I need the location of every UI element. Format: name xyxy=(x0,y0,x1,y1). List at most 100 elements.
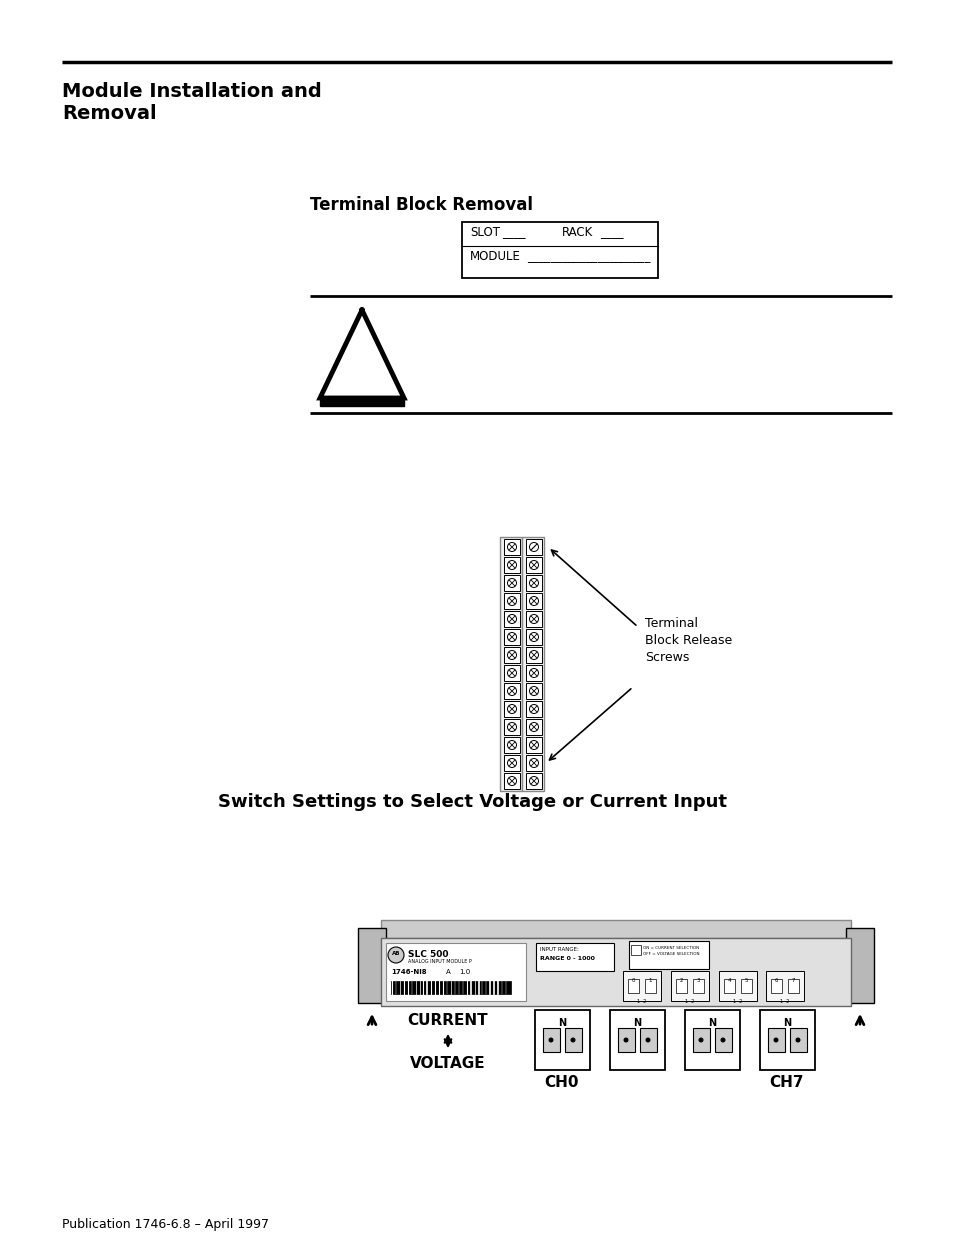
Bar xyxy=(503,611,519,627)
Bar xyxy=(386,944,525,1002)
Text: VOLTAGE: VOLTAGE xyxy=(410,1056,485,1071)
Bar xyxy=(525,719,541,735)
Text: INPUT RANGE:: INPUT RANGE: xyxy=(539,947,578,952)
Bar xyxy=(525,593,541,609)
Text: _____________________: _____________________ xyxy=(526,249,650,263)
Bar xyxy=(845,927,873,1003)
Bar xyxy=(525,664,541,680)
Text: 5: 5 xyxy=(744,978,747,983)
Bar xyxy=(503,755,519,771)
Bar xyxy=(525,611,541,627)
Bar xyxy=(380,920,850,939)
Text: N: N xyxy=(782,1018,790,1028)
Circle shape xyxy=(645,1037,650,1042)
Bar xyxy=(503,683,519,699)
Text: 1  2: 1 2 xyxy=(733,999,741,1004)
Bar xyxy=(692,1028,709,1052)
Bar xyxy=(639,1028,657,1052)
Text: 3: 3 xyxy=(696,978,700,983)
Bar xyxy=(525,755,541,771)
Text: Terminal
Block Release
Screws: Terminal Block Release Screws xyxy=(644,618,732,664)
Text: 2: 2 xyxy=(679,978,682,983)
Bar xyxy=(525,538,541,555)
Text: CH0: CH0 xyxy=(544,1074,578,1091)
Circle shape xyxy=(795,1037,800,1042)
Text: 1  2: 1 2 xyxy=(684,999,694,1004)
Text: SLOT: SLOT xyxy=(470,226,499,240)
Text: RANGE 0 - 1000: RANGE 0 - 1000 xyxy=(539,956,595,961)
Bar xyxy=(628,941,708,969)
Bar xyxy=(319,398,403,406)
Bar xyxy=(740,979,751,993)
Text: ____: ____ xyxy=(599,226,623,240)
Bar xyxy=(525,737,541,753)
Bar xyxy=(723,979,734,993)
Text: MODULE: MODULE xyxy=(470,249,520,263)
Bar xyxy=(503,538,519,555)
Bar xyxy=(609,1010,664,1070)
Bar xyxy=(503,629,519,645)
Text: CURRENT: CURRENT xyxy=(407,1013,488,1028)
Bar xyxy=(692,979,703,993)
Bar xyxy=(380,939,850,1007)
Text: ____: ____ xyxy=(501,226,525,240)
Bar xyxy=(622,971,660,1002)
Text: Publication 1746-6.8 – April 1997: Publication 1746-6.8 – April 1997 xyxy=(62,1218,269,1231)
Circle shape xyxy=(548,1037,553,1042)
Bar xyxy=(670,971,708,1002)
Bar xyxy=(676,979,686,993)
Text: 0: 0 xyxy=(631,978,635,983)
Bar xyxy=(684,1010,740,1070)
Text: N: N xyxy=(707,1018,716,1028)
Bar xyxy=(525,576,541,592)
Text: 1.0: 1.0 xyxy=(458,969,470,974)
Circle shape xyxy=(623,1037,628,1042)
Bar xyxy=(525,557,541,573)
Bar xyxy=(503,593,519,609)
Bar xyxy=(770,979,781,993)
Text: OFF = VOLTAGE SELECTION: OFF = VOLTAGE SELECTION xyxy=(642,952,699,956)
Bar xyxy=(503,737,519,753)
Bar xyxy=(357,927,386,1003)
Circle shape xyxy=(570,1037,575,1042)
Bar xyxy=(536,944,614,971)
Text: A: A xyxy=(446,969,450,974)
Bar xyxy=(503,557,519,573)
Bar xyxy=(564,1028,581,1052)
Bar xyxy=(525,647,541,663)
Text: Switch Settings to Select Voltage or Current Input: Switch Settings to Select Voltage or Cur… xyxy=(218,793,726,811)
Bar xyxy=(503,664,519,680)
Bar xyxy=(787,979,799,993)
Bar xyxy=(719,971,757,1002)
Text: 1746-NI8: 1746-NI8 xyxy=(391,969,426,974)
Bar xyxy=(525,683,541,699)
Bar xyxy=(503,773,519,789)
Bar xyxy=(789,1028,806,1052)
Text: Module Installation and: Module Installation and xyxy=(62,82,321,101)
Circle shape xyxy=(773,1037,778,1042)
Bar xyxy=(525,773,541,789)
Circle shape xyxy=(388,947,403,963)
Text: N: N xyxy=(632,1018,640,1028)
Text: ON = CURRENT SELECTION: ON = CURRENT SELECTION xyxy=(642,946,699,950)
Text: SLC 500: SLC 500 xyxy=(408,950,448,960)
Circle shape xyxy=(720,1037,724,1042)
Bar xyxy=(535,1010,589,1070)
Text: 1  2: 1 2 xyxy=(780,999,789,1004)
Circle shape xyxy=(698,1037,702,1042)
Bar xyxy=(630,945,640,955)
Text: 1: 1 xyxy=(648,978,652,983)
Bar xyxy=(503,647,519,663)
Text: Removal: Removal xyxy=(62,104,156,124)
Bar xyxy=(760,1010,814,1070)
Bar xyxy=(627,979,639,993)
Text: ANALOG INPUT MODULE P: ANALOG INPUT MODULE P xyxy=(408,960,471,965)
Text: Terminal Block Removal: Terminal Block Removal xyxy=(310,196,533,214)
Text: N: N xyxy=(558,1018,565,1028)
Bar xyxy=(391,981,511,994)
Text: 6: 6 xyxy=(774,978,778,983)
Bar xyxy=(542,1028,559,1052)
Text: RACK: RACK xyxy=(561,226,593,240)
Text: 4: 4 xyxy=(727,978,731,983)
Bar xyxy=(461,222,658,278)
